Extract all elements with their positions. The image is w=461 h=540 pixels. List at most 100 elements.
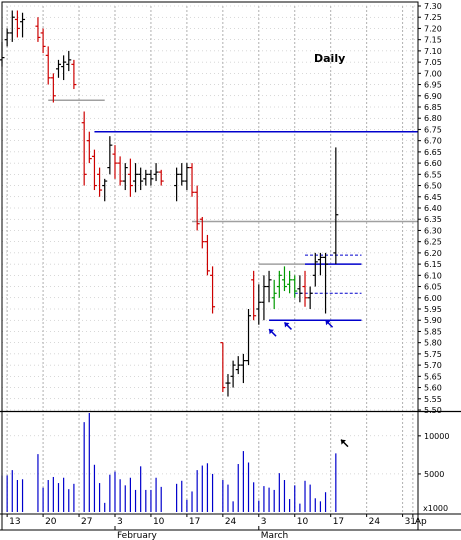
price-tick-label: 6.30 xyxy=(424,226,442,235)
ohlc-bar xyxy=(297,275,303,303)
ohlc-bar xyxy=(71,59,77,90)
ohlc-bar xyxy=(112,145,118,179)
price-tick-label: 7.15 xyxy=(424,36,442,45)
annotation-arrow xyxy=(325,319,334,328)
arrow-head xyxy=(340,439,346,445)
annotation-arrow xyxy=(283,321,292,330)
ohlc-bar xyxy=(133,163,139,193)
ohlc-bar xyxy=(91,149,97,191)
price-tick-label: 6.40 xyxy=(424,204,442,213)
price-tick-label: 6.35 xyxy=(424,215,442,224)
price-tick-label: 6.00 xyxy=(424,294,442,303)
ohlc-bar xyxy=(81,111,87,186)
ohlc-bar xyxy=(199,216,205,249)
ohlc-bar xyxy=(230,360,236,388)
ohlc-bar xyxy=(61,55,67,81)
price-tick-label: 5.75 xyxy=(424,350,442,359)
price-tick-label: 5.50 xyxy=(424,406,442,415)
ohlc-bar xyxy=(9,10,15,42)
ohlc-bar xyxy=(240,353,246,384)
price-tick-label: 7.20 xyxy=(424,24,442,33)
ohlc-bar xyxy=(261,275,267,321)
ohlc-bar xyxy=(66,50,72,72)
date-label: Ap xyxy=(415,517,427,527)
price-tick-label: 5.80 xyxy=(424,339,442,348)
price-tick-label: 6.90 xyxy=(424,92,442,101)
ohlc-bar xyxy=(97,167,103,197)
ohlc-bar xyxy=(225,374,231,397)
date-label: 24 xyxy=(369,517,381,527)
ohlc-bar xyxy=(122,163,128,191)
price-bars xyxy=(0,10,339,397)
price-tick-label: 6.05 xyxy=(424,283,442,292)
ohlc-bar xyxy=(271,279,277,309)
ohlc-bar xyxy=(246,309,252,366)
date-label: 13 xyxy=(9,517,20,527)
volume-tick-label: 5000 xyxy=(424,470,444,479)
price-tick-label: 7.10 xyxy=(424,47,442,56)
axis-labels: 7.30 7.25 7.20 7.15 7.10 7.05 7.00 6.95 6.90 6.85… xyxy=(6,2,449,540)
ohlc-bar xyxy=(204,234,210,276)
price-tick-label: 5.85 xyxy=(424,327,442,336)
ohlc-bar xyxy=(148,169,154,186)
date-label: 24 xyxy=(225,517,237,527)
ohlc-bar xyxy=(323,252,329,314)
ohlc-bar xyxy=(292,275,298,298)
ohlc-bar xyxy=(235,356,241,375)
ohlc-bar xyxy=(276,270,282,298)
ohlc-bar xyxy=(317,252,323,276)
price-tick-label: 6.70 xyxy=(424,137,442,146)
price-tick-label: 6.80 xyxy=(424,114,442,123)
ohlc-bar xyxy=(14,10,20,38)
price-tick-label: 5.55 xyxy=(424,395,442,404)
price-tick-label: 6.25 xyxy=(424,238,442,247)
date-label: 17 xyxy=(333,517,344,527)
ohlc-bar xyxy=(266,270,272,303)
price-tick-label: 6.65 xyxy=(424,148,442,157)
volume-bars xyxy=(1,413,337,512)
ohlc-bar xyxy=(50,73,56,103)
month-label: February xyxy=(117,531,158,540)
ohlc-bar xyxy=(107,136,113,175)
reference-lines xyxy=(48,99,418,321)
ohlc-bar xyxy=(35,17,41,42)
price-tick-label: 6.95 xyxy=(424,81,442,90)
ohlc-bar xyxy=(333,147,339,265)
ohlc-bar xyxy=(307,286,313,309)
ohlc-bar xyxy=(20,12,26,38)
ohlc-bar xyxy=(117,156,123,186)
ohlc-bar xyxy=(179,163,185,186)
price-tick-label: 7.05 xyxy=(424,58,442,67)
ohlc-bar xyxy=(287,270,293,294)
price-tick-label: 5.95 xyxy=(424,305,442,314)
date-label: 20 xyxy=(45,517,57,527)
price-tick-label: 7.25 xyxy=(424,13,442,22)
ohlc-bar xyxy=(302,270,308,307)
price-tick-label: 6.50 xyxy=(424,182,442,191)
chart-title: Daily xyxy=(314,52,345,65)
price-tick-label: 7.00 xyxy=(424,69,442,78)
date-label: 10 xyxy=(297,517,309,527)
ohlc-bar xyxy=(4,28,10,47)
date-label: 3 xyxy=(261,517,267,527)
ohlc-bar xyxy=(312,252,318,287)
annotation-arrow xyxy=(268,328,277,337)
arrow-head xyxy=(325,320,331,326)
price-tick-label: 6.75 xyxy=(424,125,442,134)
ohlc-bar xyxy=(138,167,144,191)
ohlc-bar xyxy=(158,169,164,186)
annotation-arrow xyxy=(340,439,349,448)
ohlc-bar xyxy=(143,169,149,186)
ohlc-bar xyxy=(256,284,262,325)
volume-tick-label: 10000 xyxy=(424,432,449,441)
ohlc-bar xyxy=(40,28,46,54)
price-tick-label: 5.65 xyxy=(424,372,442,381)
ohlc-bar xyxy=(189,163,195,197)
price-tick-label: 6.85 xyxy=(424,103,442,112)
price-tick-label: 7.30 xyxy=(424,2,442,11)
price-tick-label: 6.20 xyxy=(424,249,442,258)
ohlc-bar xyxy=(45,46,51,85)
volume-multiplier-label: x1000 xyxy=(423,504,448,513)
